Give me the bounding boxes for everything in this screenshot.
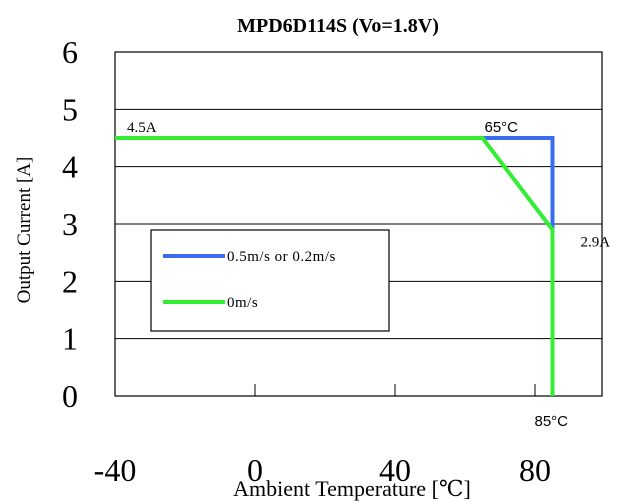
y-tick-label: 5 <box>62 91 78 127</box>
x-tick-label: 40 <box>379 452 411 488</box>
annotation-label: 4.5A <box>127 120 157 136</box>
y-tick-label: 4 <box>62 149 78 185</box>
x-tick-label: -40 <box>94 452 137 488</box>
y-tick-label: 0 <box>62 378 78 414</box>
annotations: 4.5A 65°C 2.9A 85°C <box>127 119 610 430</box>
chart-title: MPD6D114S (Vo=1.8V) <box>237 15 439 37</box>
series-line-airflow-0 <box>115 136 555 396</box>
legend-label: 0.5m/s or 0.2m/s <box>227 249 336 265</box>
legend-label: 0m/s <box>227 295 258 311</box>
y-tick-label: 1 <box>62 321 78 357</box>
y-tick-label: 2 <box>62 263 78 299</box>
y-tick-label: 3 <box>62 206 78 242</box>
x-axis-label: Ambient Temperature [℃] <box>233 476 471 501</box>
annotation-label: 65°C <box>485 119 519 136</box>
annotation-label: 2.9A <box>581 235 611 251</box>
annotation-label: 85°C <box>535 413 569 430</box>
series-lines <box>115 136 555 396</box>
x-tick-label: 80 <box>519 452 551 488</box>
legend-box <box>150 229 390 332</box>
y-tick-label: 6 <box>62 34 78 70</box>
plot-area <box>114 51 603 397</box>
axis-ticks: 0 1 2 3 4 5 6 -40 0 40 80 <box>62 34 551 488</box>
legend: 0.5m/s or 0.2m/s 0m/s <box>150 229 390 332</box>
y-axis-label: Output Current [A] <box>14 157 35 304</box>
x-tick-label: 0 <box>247 452 263 488</box>
